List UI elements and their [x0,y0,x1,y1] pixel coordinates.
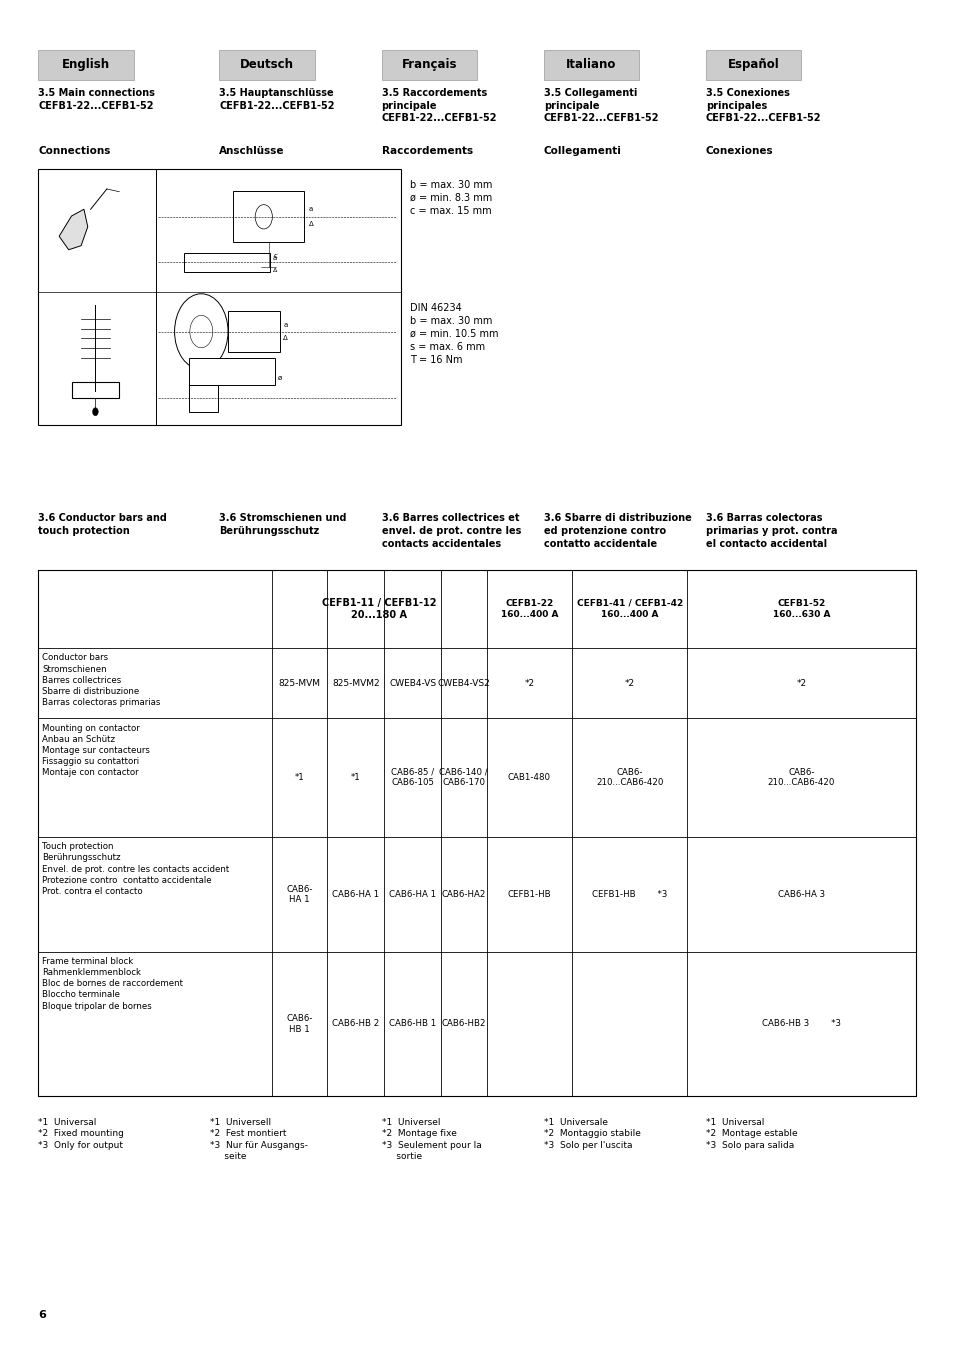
Text: 3.5 Main connections
CEFB1-22...CEFB1-52: 3.5 Main connections CEFB1-22...CEFB1-52 [38,88,155,111]
Text: 3.6 Stromschienen und
Berührungsschutz: 3.6 Stromschienen und Berührungsschutz [219,513,347,536]
Text: ø: ø [277,375,281,381]
Text: CAB6-HA 1: CAB6-HA 1 [332,890,379,899]
Text: Frame terminal block
Rahmenklemmenblock
Bloc de bornes de raccordement
Bloccho t: Frame terminal block Rahmenklemmenblock … [42,957,183,1011]
Text: *2: *2 [524,679,534,687]
Circle shape [190,316,213,348]
Text: CEFB1-22
160...400 A: CEFB1-22 160...400 A [500,599,558,618]
Text: CAB6-140 /
CAB6-170: CAB6-140 / CAB6-170 [439,768,487,787]
Text: CAB1-480: CAB1-480 [507,774,551,782]
Text: Touch protection
Berührungsschutz
Envel. de prot. contre les contacts accident
P: Touch protection Berührungsschutz Envel.… [42,842,229,896]
Bar [705,50,801,80]
Text: c: c [273,252,277,259]
Bar [71,382,119,398]
Text: Anschlüsse: Anschlüsse [219,146,285,155]
Text: a: a [283,321,287,328]
Text: Δ: Δ [273,267,276,273]
Bar [184,252,270,271]
Bar [219,50,314,80]
Text: 825-MVM: 825-MVM [278,679,320,687]
Text: Conductor bars
Stromschienen
Barres collectrices
Sbarre di distribuzione
Barras : Conductor bars Stromschienen Barres coll… [42,653,160,707]
Text: *1: *1 [351,774,360,782]
Text: 3.5 Collegamenti
principale
CEFB1-22...CEFB1-52: 3.5 Collegamenti principale CEFB1-22...C… [543,88,659,123]
Circle shape [174,294,228,370]
Bar [38,169,400,425]
Text: CAB6-
210...CAB6-420: CAB6- 210...CAB6-420 [767,768,834,787]
Text: Deutsch: Deutsch [240,58,294,72]
Text: 3.5 Hauptanschlüsse
CEFB1-22...CEFB1-52: 3.5 Hauptanschlüsse CEFB1-22...CEFB1-52 [219,88,335,111]
Text: Raccordements: Raccordements [381,146,473,155]
Text: CAB6-
210...CAB6-420: CAB6- 210...CAB6-420 [596,768,662,787]
Bar [543,50,639,80]
Text: Español: Español [727,58,779,72]
Text: *1  Universal
*2  Fixed mounting
*3  Only for output: *1 Universal *2 Fixed mounting *3 Only f… [38,1118,124,1150]
Text: a: a [309,205,313,212]
Text: CEFB1-HB        *3: CEFB1-HB *3 [591,890,667,899]
Text: 3.6 Barras colectoras
primarias y prot. contra
el contacto accidental: 3.6 Barras colectoras primarias y prot. … [705,513,837,548]
Circle shape [92,408,98,416]
Bar [189,385,217,412]
Text: CAB6-HA 3: CAB6-HA 3 [777,890,824,899]
Text: 3.6 Barres collectrices et
envel. de prot. contre les
contacts accidentales: 3.6 Barres collectrices et envel. de pro… [381,513,520,548]
Text: a: a [273,255,276,261]
Text: 3.5 Raccordements
principale
CEFB1-22...CEFB1-52: 3.5 Raccordements principale CEFB1-22...… [381,88,497,123]
Polygon shape [59,209,88,250]
Circle shape [254,205,273,230]
Bar [233,192,304,243]
Text: 825-MVM2: 825-MVM2 [332,679,379,687]
Text: CAB6-HB 2: CAB6-HB 2 [332,1019,379,1029]
Text: CWEB4-VS2: CWEB4-VS2 [436,679,490,687]
Bar [228,312,280,352]
Text: CEFB1-41 / CEFB1-42
160...400 A: CEFB1-41 / CEFB1-42 160...400 A [576,599,682,618]
Text: CAB6-HB 1: CAB6-HB 1 [389,1019,436,1029]
Text: CWEB4-VS: CWEB4-VS [389,679,436,687]
Text: *2: *2 [796,679,805,687]
Bar [381,50,476,80]
Text: *1  Universell
*2  Fest montiert
*3  Nur für Ausgangs-
     seite: *1 Universell *2 Fest montiert *3 Nur fü… [210,1118,308,1161]
Bar [38,570,915,1096]
Text: *1  Universel
*2  Montage fixe
*3  Seulement pour la
     sortie: *1 Universel *2 Montage fixe *3 Seulemen… [381,1118,481,1161]
Text: Δ: Δ [283,335,288,342]
Bar [38,50,133,80]
Text: DIN 46234
b = max. 30 mm
ø = min. 10.5 mm
s = max. 6 mm
T = 16 Nm: DIN 46234 b = max. 30 mm ø = min. 10.5 m… [410,302,498,366]
Text: 3.5 Conexiones
principales
CEFB1-22...CEFB1-52: 3.5 Conexiones principales CEFB1-22...CE… [705,88,821,123]
Text: CAB6-
HA 1: CAB6- HA 1 [286,884,313,904]
Text: Français: Français [401,58,456,72]
Text: *1  Universale
*2  Montaggio stabile
*3  Solo per l'uscita: *1 Universale *2 Montaggio stabile *3 So… [543,1118,640,1150]
Bar [189,358,274,385]
Text: b = max. 30 mm
ø = min. 8.3 mm
c = max. 15 mm: b = max. 30 mm ø = min. 8.3 mm c = max. … [410,180,492,216]
Text: CAB6-HA 1: CAB6-HA 1 [389,890,436,899]
Text: CAB6-HB2: CAB6-HB2 [441,1019,485,1029]
Text: Conexiones: Conexiones [705,146,773,155]
Text: CEFB1-52
160...630 A: CEFB1-52 160...630 A [772,599,829,618]
Text: CAB6-HB 3        *3: CAB6-HB 3 *3 [761,1019,840,1029]
Text: *1: *1 [294,774,304,782]
Text: CEFB1-HB: CEFB1-HB [507,890,551,899]
Text: 3.6 Conductor bars and
touch protection: 3.6 Conductor bars and touch protection [38,513,167,536]
Text: CAB6-HA2: CAB6-HA2 [441,890,485,899]
Text: *1  Universal
*2  Montage estable
*3  Solo para salida: *1 Universal *2 Montage estable *3 Solo … [705,1118,797,1150]
Text: CAB6-
HB 1: CAB6- HB 1 [286,1014,313,1034]
Text: Δ: Δ [309,220,314,227]
Text: Mounting on contactor
Anbau an Schütz
Montage sur contacteurs
Fissaggio su conta: Mounting on contactor Anbau an Schütz Mo… [42,724,150,778]
Text: CEFB1-11 / CEFB1-12
20...180 A: CEFB1-11 / CEFB1-12 20...180 A [321,598,436,620]
Text: Connections: Connections [38,146,111,155]
Text: 6: 6 [38,1311,46,1320]
Text: Collegamenti: Collegamenti [543,146,621,155]
Text: English: English [62,58,110,72]
Text: Italiano: Italiano [566,58,616,72]
Text: CAB6-85 /
CAB6-105: CAB6-85 / CAB6-105 [391,768,434,787]
Text: *2: *2 [624,679,634,687]
Text: 3.6 Sbarre di distribuzione
ed protenzione contro
contatto accidentale: 3.6 Sbarre di distribuzione ed protenzio… [543,513,691,548]
